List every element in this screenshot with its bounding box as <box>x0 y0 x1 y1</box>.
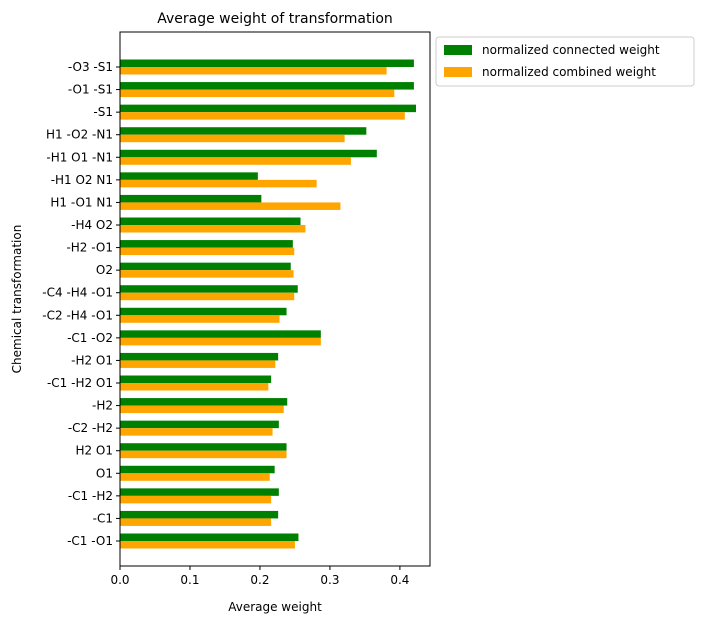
bar-s2-17 <box>120 450 287 459</box>
bar-s2-2 <box>120 112 405 120</box>
bar-s2-21 <box>120 541 295 549</box>
x-tick-label: 0.1 <box>180 573 199 587</box>
y-tick-label: -H1 O1 -N1 <box>46 150 113 164</box>
bar-s2-12 <box>120 337 321 346</box>
bar-s1-8 <box>120 240 293 248</box>
y-tick-label: -H2 O1 <box>71 353 113 367</box>
y-tick-label: O1 <box>96 466 113 480</box>
bar-s1-16 <box>120 420 279 429</box>
bar-s2-11 <box>120 315 280 323</box>
bar-s1-2 <box>120 104 417 113</box>
y-tick-label: -C1 -O1 <box>67 534 113 548</box>
y-tick-label: -C1 <box>93 511 113 525</box>
bar-s1-20 <box>120 510 279 519</box>
bar-s1-5 <box>120 172 258 180</box>
y-tick-label: -H2 -O1 <box>66 241 113 255</box>
x-tick-label: 0.4 <box>390 573 409 587</box>
bar-s2-10 <box>120 292 295 301</box>
bar-s1-15 <box>120 398 288 406</box>
y-tick-label: -O3 -S1 <box>68 60 113 74</box>
legend-label-1: normalized connected weight <box>482 43 660 57</box>
x-axis-ticks: 0.0 0.1 0.2 0.3 0.4 <box>110 566 409 587</box>
x-tick-label: 0.0 <box>110 573 129 587</box>
bar-s2-18 <box>120 473 270 481</box>
y-tick-label: -C1 -H2 O1 <box>47 376 113 390</box>
bar-s2-5 <box>120 179 317 188</box>
bar-s1-11 <box>120 307 287 316</box>
bar-s1-19 <box>120 488 279 496</box>
bar-s2-7 <box>120 225 306 233</box>
y-axis-ticks: -O3 -S1 -O1 -S1 -S1 H1 -O2 -N1 -H1 O1 -N1 -H1… <box>42 60 120 548</box>
x-tick-label: 0.3 <box>320 573 339 587</box>
bar-s1-13 <box>120 352 279 361</box>
bar-s2-6 <box>120 202 341 210</box>
y-tick-label: -C1 -O2 <box>67 331 113 345</box>
bar-s2-20 <box>120 518 272 526</box>
bar-s1-9 <box>120 262 291 271</box>
bar-s1-0 <box>120 59 414 67</box>
legend-label-2: normalized combined weight <box>482 65 656 79</box>
y-tick-label: -C2 -H2 <box>68 421 113 435</box>
bar-s2-15 <box>120 405 284 414</box>
y-tick-label: H1 -O2 -N1 <box>46 128 113 142</box>
x-axis-label: Average weight <box>228 600 322 614</box>
bar-s2-16 <box>120 428 273 436</box>
bar-s1-18 <box>120 465 275 474</box>
bar-s2-9 <box>120 270 294 278</box>
y-tick-label: -C2 -H4 -O1 <box>42 308 113 322</box>
y-tick-label: -C4 -H4 -O1 <box>42 286 113 300</box>
bar-s1-10 <box>120 285 298 293</box>
bar-s2-3 <box>120 134 345 143</box>
x-tick-label: 0.2 <box>250 573 269 587</box>
y-tick-label: -H2 <box>92 399 113 413</box>
bar-s1-6 <box>120 194 262 203</box>
bar-s1-1 <box>120 82 414 90</box>
y-tick-label: -S1 <box>93 105 113 119</box>
legend-swatch-2 <box>444 67 472 77</box>
chart-title: Average weight of transformation <box>157 11 393 27</box>
y-tick-label: -H1 O2 N1 <box>51 173 113 187</box>
y-tick-label: H1 -O1 N1 <box>50 195 113 209</box>
bar-s2-4 <box>120 157 351 165</box>
bar-s1-3 <box>120 127 367 135</box>
y-tick-label: O2 <box>96 263 113 277</box>
bars-layer <box>120 59 417 549</box>
bar-s1-7 <box>120 217 301 225</box>
bar-s1-14 <box>120 375 272 383</box>
bar-s2-0 <box>120 67 387 75</box>
y-tick-label: -O1 -S1 <box>68 83 113 97</box>
bar-s1-21 <box>120 533 299 541</box>
bar-s2-1 <box>120 89 395 98</box>
y-tick-label: H2 O1 <box>75 444 113 458</box>
plot-frame <box>119 31 431 567</box>
legend-box <box>435 36 695 87</box>
bar-s1-17 <box>120 443 287 451</box>
y-tick-label: -C1 -H2 <box>68 489 113 503</box>
bar-s2-8 <box>120 247 295 256</box>
bar-s2-14 <box>120 383 269 391</box>
y-axis-label: Chemical transformation <box>10 225 24 374</box>
bar-s2-13 <box>120 360 276 368</box>
bar-s1-4 <box>120 149 377 158</box>
y-tick-label: -H4 O2 <box>71 218 113 232</box>
legend-swatch-1 <box>444 45 472 55</box>
bar-s2-19 <box>120 495 272 504</box>
legend: normalized connected weight normalized co… <box>435 36 695 87</box>
bar-s1-12 <box>120 330 321 338</box>
